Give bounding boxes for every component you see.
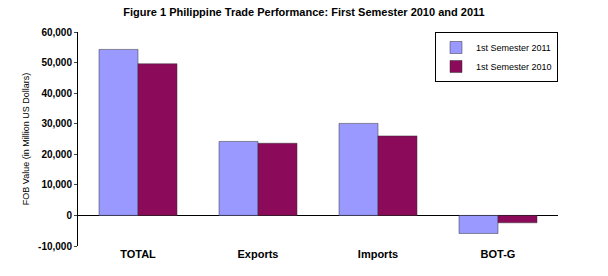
svg-text:BOT-G: BOT-G — [481, 248, 516, 260]
svg-text:0: 0 — [66, 210, 72, 221]
svg-text:10,000: 10,000 — [41, 179, 72, 190]
svg-text:FOB Value (in Million US Dolla: FOB Value (in Million US Dollars) — [21, 73, 31, 205]
svg-text:Imports: Imports — [358, 248, 398, 260]
svg-text:40,000: 40,000 — [41, 88, 72, 99]
svg-text:50,000: 50,000 — [41, 57, 72, 68]
svg-text:Exports: Exports — [238, 248, 279, 260]
svg-text:Figure 1 Philippine Trade Perf: Figure 1 Philippine Trade Performance: F… — [123, 6, 484, 18]
svg-text:30,000: 30,000 — [41, 118, 72, 129]
svg-text:1st Semester 2010: 1st Semester 2010 — [476, 62, 552, 72]
svg-text:-10,000: -10,000 — [38, 241, 72, 252]
svg-text:1st Semester 2011: 1st Semester 2011 — [476, 43, 551, 53]
svg-text:20,000: 20,000 — [41, 149, 72, 160]
svg-text:TOTAL: TOTAL — [120, 248, 156, 260]
svg-text:60,000: 60,000 — [41, 27, 72, 38]
